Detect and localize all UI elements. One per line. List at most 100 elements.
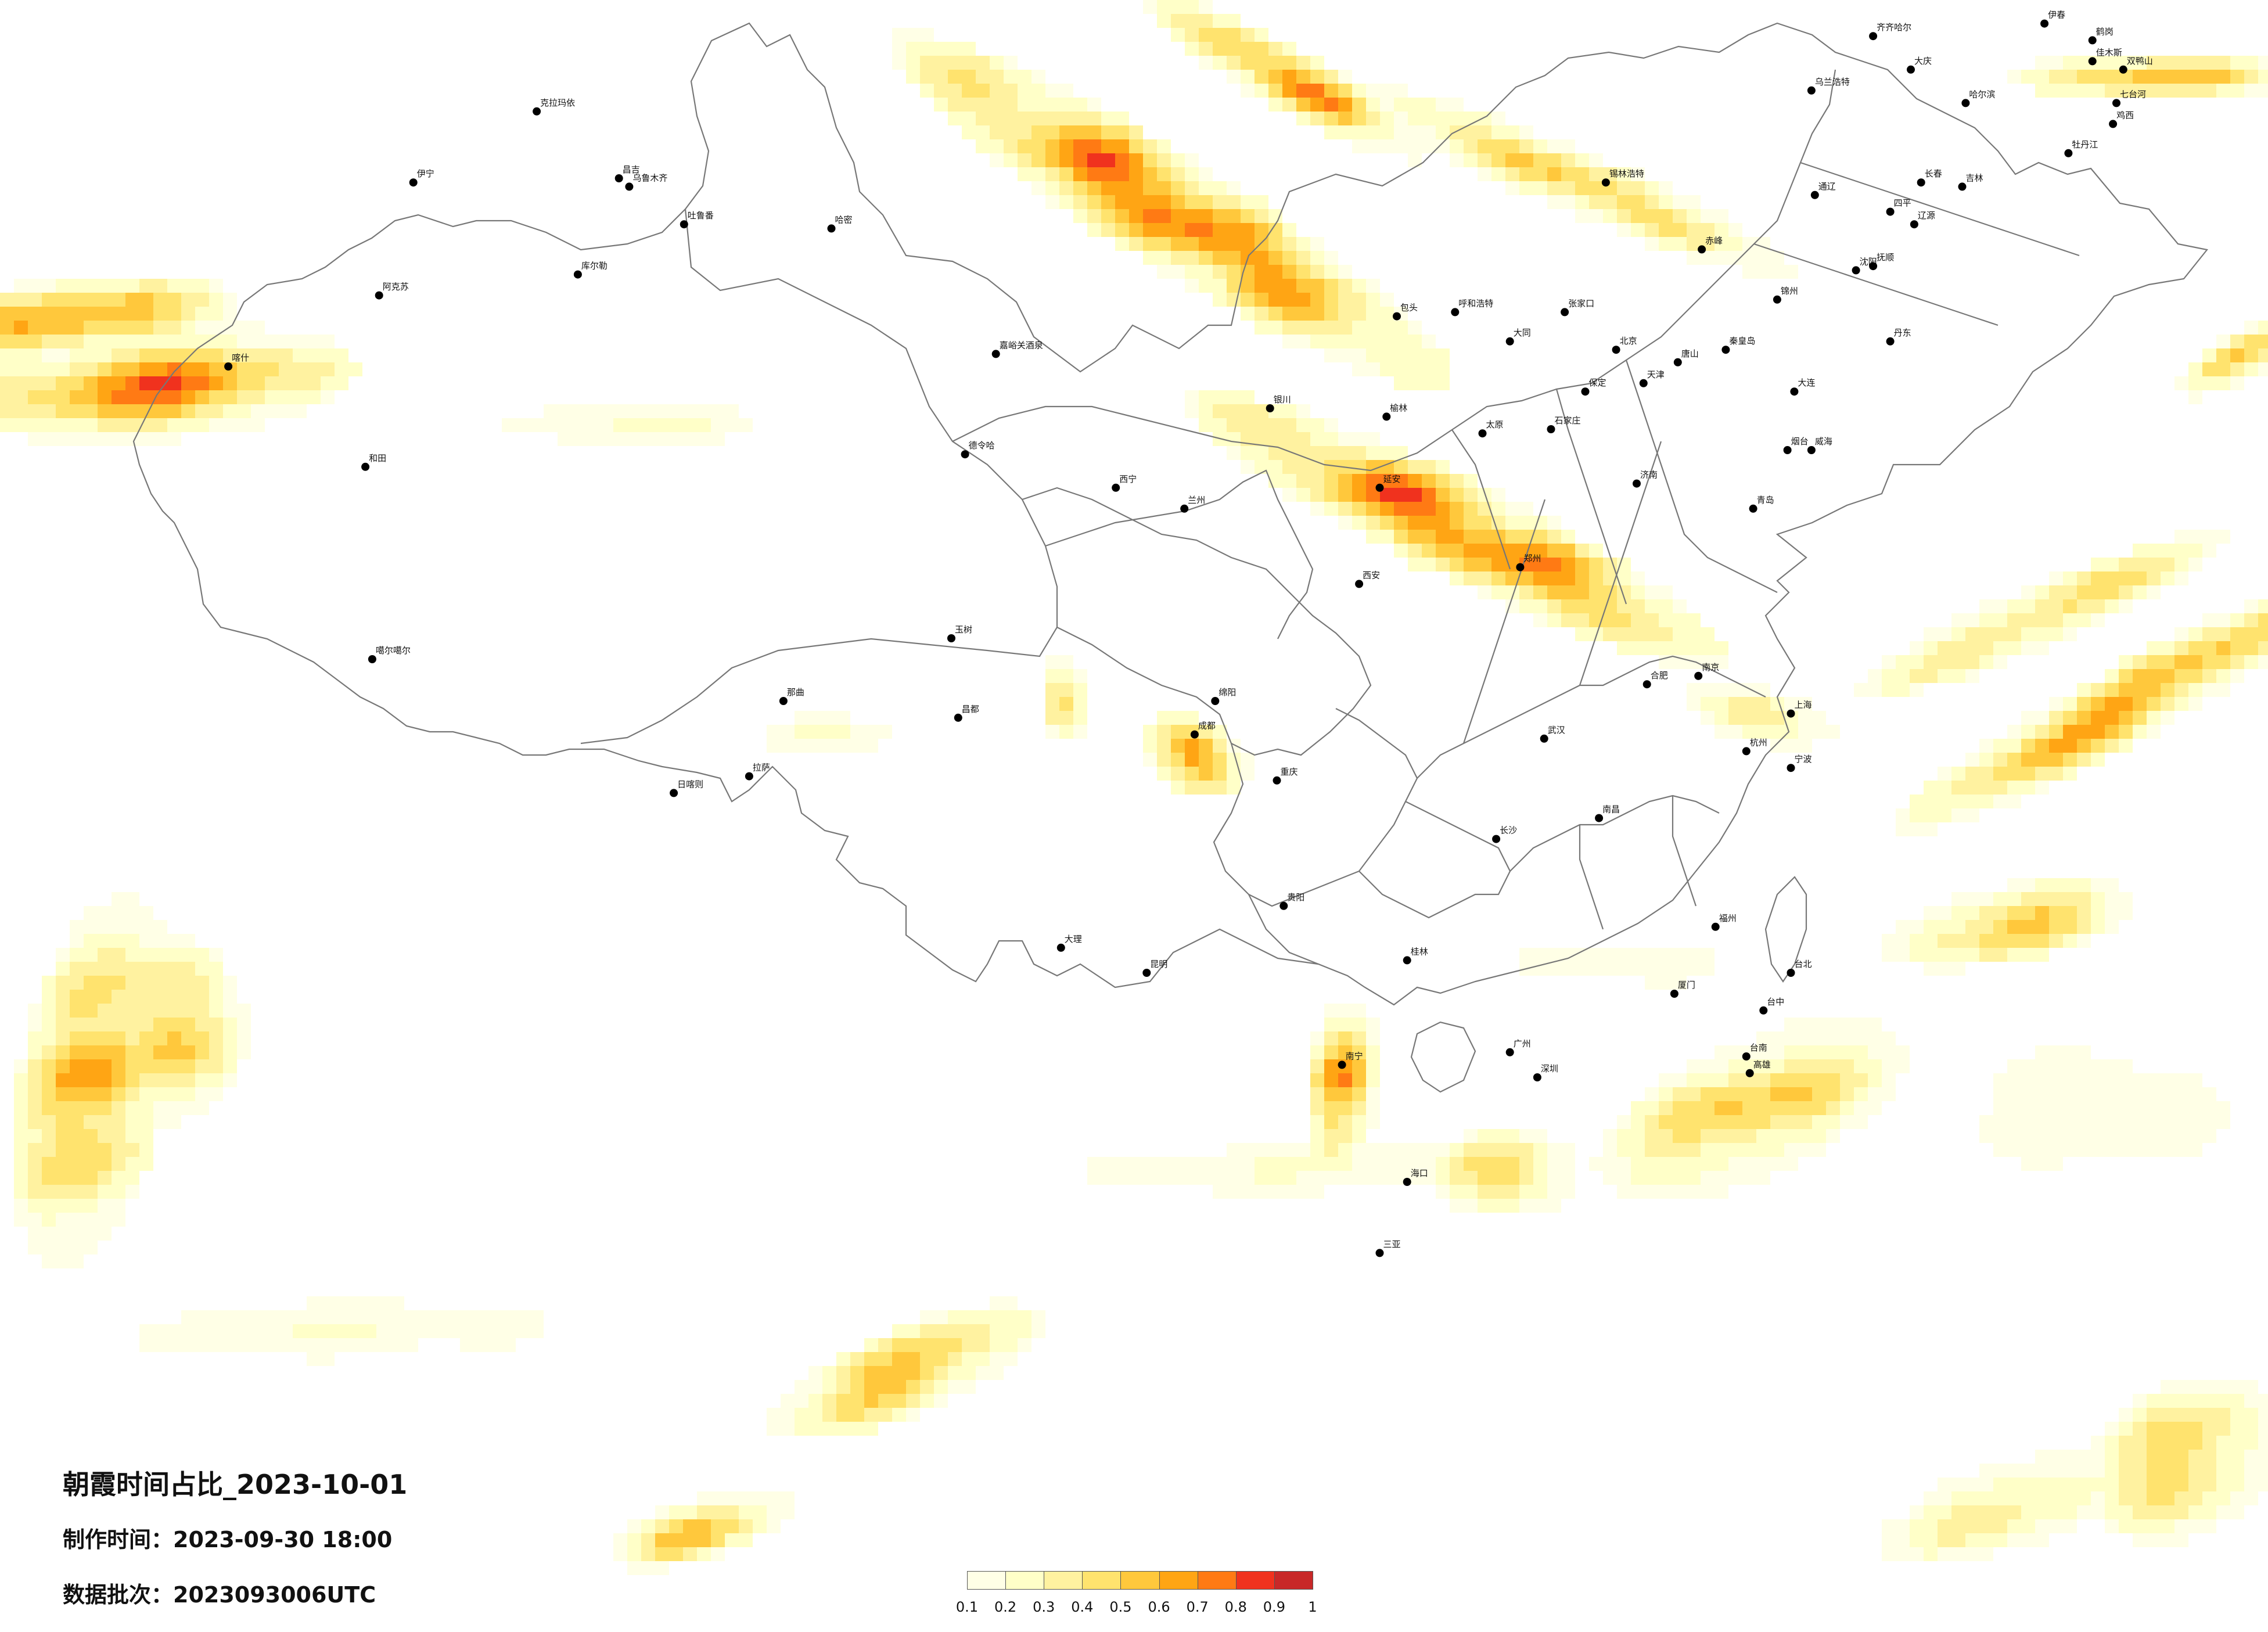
glow-cell	[1979, 753, 1993, 767]
city-label: 长春	[1925, 168, 1942, 179]
glow-cell	[1087, 1171, 1101, 1185]
glow-cell	[1157, 153, 1171, 167]
glow-cell	[1324, 1031, 1338, 1045]
glow-cell	[2035, 1115, 2049, 1129]
glow-cell	[1059, 84, 1073, 98]
glow-cell	[1408, 362, 1422, 376]
glow-cell	[627, 404, 641, 418]
glow-cell	[1715, 251, 1728, 265]
glow-cell	[1659, 1171, 1673, 1185]
glow-cell	[1185, 781, 1199, 795]
glow-cell	[1882, 655, 1896, 669]
glow-cell	[2147, 585, 2161, 599]
glow-cell	[1324, 1045, 1338, 1059]
glow-cell	[1073, 195, 1087, 209]
glow-cell	[1673, 1073, 1687, 1087]
glow-cell	[84, 1171, 98, 1185]
glow-cell	[2258, 627, 2268, 641]
glow-cell	[2188, 84, 2202, 98]
glow-cell	[1840, 1115, 1854, 1129]
glow-cell	[2007, 613, 2021, 627]
glow-cell	[1951, 767, 1965, 781]
glow-cell	[335, 1310, 348, 1324]
glow-cell	[1045, 153, 1059, 167]
glow-cell	[321, 376, 335, 390]
glow-cell	[2119, 739, 2133, 753]
glow-cell	[14, 1171, 28, 1185]
glow-cell	[70, 404, 84, 418]
glow-cell	[84, 348, 98, 362]
glow-cell	[2049, 627, 2063, 641]
glow-cell	[432, 1310, 446, 1324]
glow-cell	[1993, 655, 2007, 669]
glow-cell	[1882, 1533, 1896, 1547]
glow-cell	[2063, 1087, 2077, 1101]
glow-cell	[112, 418, 125, 432]
glow-cell	[1199, 781, 1213, 795]
glow-cell	[2035, 725, 2049, 739]
glow-cell	[1171, 1171, 1185, 1185]
glow-cell	[1519, 1199, 1533, 1213]
glow-cell	[1478, 1199, 1491, 1213]
glow-cell	[906, 1366, 920, 1380]
glow-cell	[1338, 321, 1352, 335]
glow-cell	[1896, 822, 1910, 836]
city-dot	[1633, 479, 1641, 488]
glow-cell	[1561, 139, 1575, 153]
glow-cell	[1951, 962, 1965, 976]
glow-cell	[2161, 711, 2174, 725]
glow-cell	[1338, 516, 1352, 530]
glow-cell	[2035, 1073, 2049, 1087]
glow-cell	[1519, 948, 1533, 962]
city-dot	[1759, 1006, 1768, 1015]
glow-cell	[28, 1045, 42, 1059]
glow-cell	[125, 1031, 139, 1045]
glow-cell	[2035, 1059, 2049, 1073]
glow-cell	[1478, 1171, 1491, 1185]
city-label: 重庆	[1281, 767, 1298, 777]
glow-cell	[1715, 237, 1728, 251]
glow-cell	[990, 1296, 1004, 1310]
glow-cell	[1645, 195, 1659, 209]
glow-cell	[1464, 125, 1478, 139]
glow-cell	[42, 1199, 56, 1213]
glow-cell	[1241, 237, 1255, 251]
glow-cell	[2188, 627, 2202, 641]
glow-cell	[2091, 585, 2105, 599]
glow-cell	[1965, 781, 1979, 795]
glow-cell	[2063, 934, 2077, 948]
glow-cell	[28, 1199, 42, 1213]
glow-cell	[1979, 892, 1993, 906]
glow-cell	[376, 1310, 390, 1324]
city-dot	[1561, 308, 1569, 317]
glow-cell	[1296, 307, 1310, 321]
glow-cell	[2007, 599, 2021, 613]
glow-cell	[2105, 1505, 2119, 1519]
glow-cell	[1171, 739, 1185, 753]
glow-cell	[112, 906, 125, 920]
data-batch-value: 2023093006UTC	[173, 1582, 376, 1608]
glow-cell	[934, 1380, 948, 1394]
glow-cell	[446, 1310, 460, 1324]
glow-cell	[56, 1254, 70, 1268]
glow-cell	[1631, 613, 1645, 627]
glow-cell	[1282, 70, 1296, 84]
glow-cell	[223, 1324, 237, 1338]
glow-cell	[1059, 711, 1073, 725]
glow-cell	[864, 1366, 878, 1380]
glow-cell	[112, 962, 125, 976]
glow-cell	[1213, 251, 1227, 265]
glow-cell	[1993, 892, 2007, 906]
glow-cell	[84, 1004, 98, 1018]
city-dot	[1540, 734, 1548, 743]
glow-cell	[2105, 892, 2119, 906]
glow-cell	[655, 404, 669, 418]
glow-cell	[125, 976, 139, 990]
glow-cell	[1715, 223, 1728, 237]
city-label: 锡林浩特	[1609, 168, 1644, 179]
glow-cell	[1199, 739, 1213, 753]
glow-cell	[1715, 1087, 1728, 1101]
glow-cell	[1352, 1157, 1366, 1171]
glow-cell	[181, 962, 195, 976]
